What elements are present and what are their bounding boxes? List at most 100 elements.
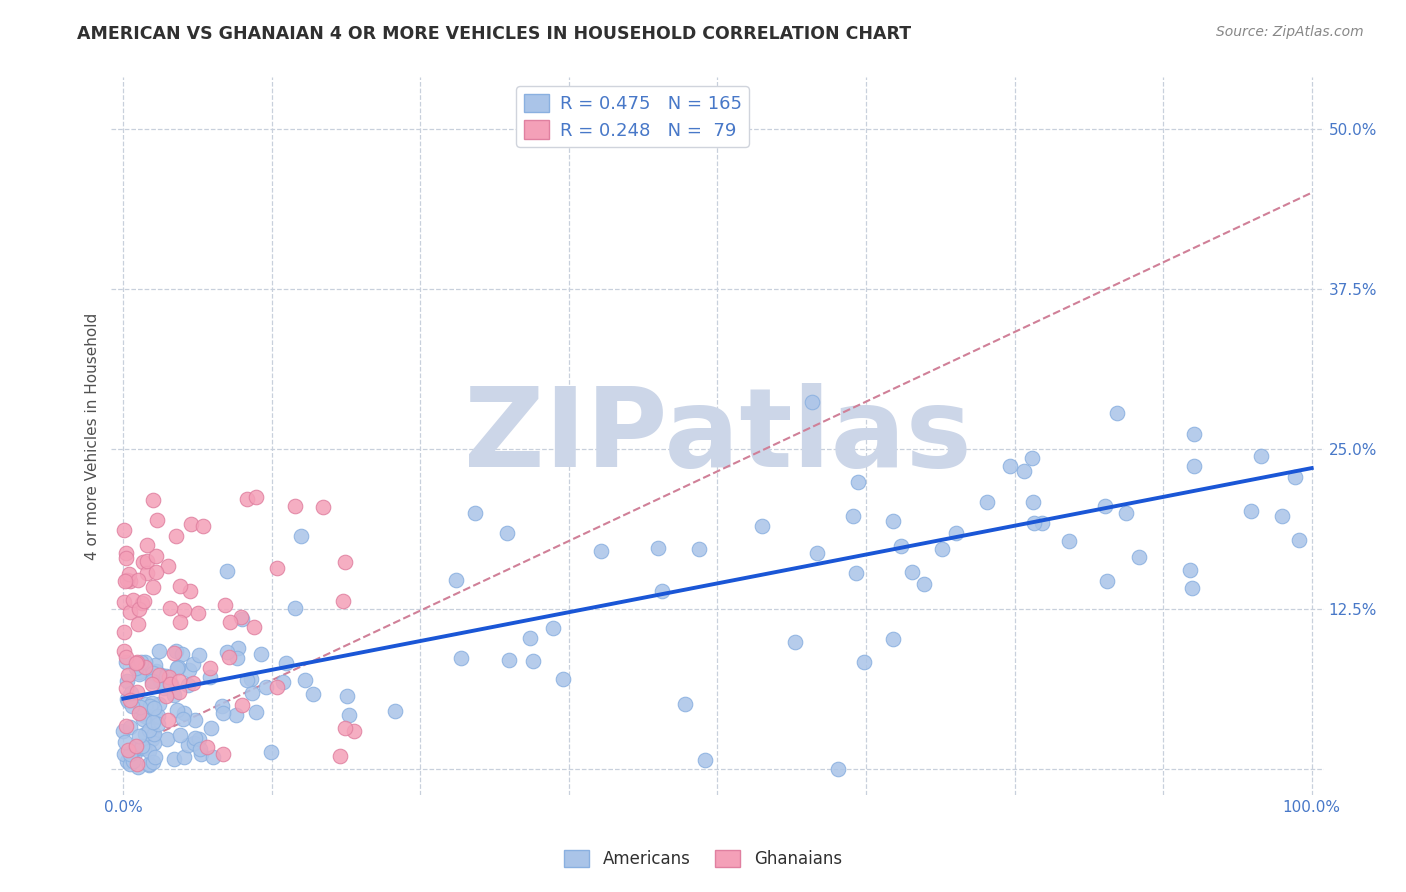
- Text: ZIPatlas: ZIPatlas: [464, 383, 972, 490]
- Point: [181, 657, 204, 672]
- Point: [128, 667, 150, 681]
- Point: [176, 678, 198, 692]
- Point: [195, 740, 218, 755]
- Point: [118, 747, 141, 762]
- Point: [166, 661, 188, 675]
- Point: [118, 693, 141, 707]
- Point: [145, 657, 167, 672]
- Point: [136, 566, 159, 581]
- Point: [333, 721, 356, 735]
- Point: [141, 696, 163, 710]
- Point: [211, 699, 233, 714]
- Point: [115, 655, 138, 669]
- Point: [496, 526, 519, 541]
- Point: [129, 655, 152, 669]
- Point: [172, 712, 194, 726]
- Point: [464, 506, 486, 520]
- Point: [163, 688, 186, 702]
- Point: [173, 602, 195, 616]
- Point: [1181, 581, 1204, 595]
- Point: [846, 475, 869, 490]
- Point: [138, 723, 160, 737]
- Point: [188, 731, 211, 746]
- Point: [139, 665, 162, 680]
- Point: [117, 668, 139, 682]
- Point: [135, 697, 157, 711]
- Point: [329, 749, 352, 764]
- Point: [163, 646, 186, 660]
- Point: [184, 731, 207, 745]
- Point: [998, 458, 1021, 473]
- Point: [143, 736, 166, 750]
- Point: [134, 709, 156, 723]
- Point: [157, 713, 180, 727]
- Point: [218, 649, 240, 664]
- Point: [384, 705, 406, 719]
- Point: [173, 750, 195, 764]
- Point: [115, 649, 138, 664]
- Point: [444, 573, 467, 587]
- Point: [693, 753, 716, 767]
- Point: [145, 710, 167, 724]
- Point: [112, 625, 135, 640]
- Point: [167, 685, 190, 699]
- Point: [148, 717, 170, 731]
- Point: [125, 656, 148, 670]
- Point: [157, 670, 180, 684]
- Point: [785, 634, 807, 648]
- Point: [165, 529, 187, 543]
- Point: [254, 681, 277, 695]
- Point: [302, 687, 325, 701]
- Point: [115, 673, 138, 688]
- Point: [122, 593, 145, 607]
- Point: [217, 564, 239, 578]
- Point: [125, 741, 148, 756]
- Point: [271, 674, 294, 689]
- Point: [200, 661, 222, 675]
- Point: [890, 539, 912, 553]
- Point: [1022, 494, 1045, 508]
- Point: [143, 701, 166, 715]
- Point: [901, 565, 924, 579]
- Point: [114, 735, 136, 749]
- Point: [112, 644, 135, 658]
- Point: [112, 595, 135, 609]
- Point: [115, 754, 138, 768]
- Point: [115, 691, 138, 706]
- Point: [128, 665, 150, 679]
- Point: [129, 700, 152, 714]
- Point: [131, 596, 153, 610]
- Point: [117, 693, 139, 707]
- Point: [188, 741, 211, 756]
- Point: [138, 698, 160, 713]
- Point: [284, 500, 307, 514]
- Point: [294, 673, 316, 688]
- Point: [132, 594, 155, 608]
- Point: [450, 650, 472, 665]
- Point: [553, 673, 575, 687]
- Point: [211, 706, 233, 720]
- Point: [976, 495, 998, 509]
- Point: [176, 738, 198, 752]
- Point: [218, 615, 240, 629]
- Point: [145, 566, 167, 580]
- Point: [912, 576, 935, 591]
- Point: [651, 583, 673, 598]
- Point: [1012, 464, 1035, 478]
- Point: [193, 518, 215, 533]
- Point: [333, 555, 356, 569]
- Legend: Americans, Ghanaians: Americans, Ghanaians: [558, 843, 848, 875]
- Point: [231, 698, 253, 712]
- Point: [212, 747, 235, 761]
- Point: [522, 653, 544, 667]
- Point: [142, 715, 165, 730]
- Point: [845, 566, 868, 580]
- Point: [125, 757, 148, 772]
- Point: [201, 749, 224, 764]
- Point: [142, 581, 165, 595]
- Point: [225, 708, 247, 723]
- Point: [179, 663, 201, 677]
- Point: [945, 525, 967, 540]
- Point: [159, 676, 181, 690]
- Point: [155, 668, 177, 682]
